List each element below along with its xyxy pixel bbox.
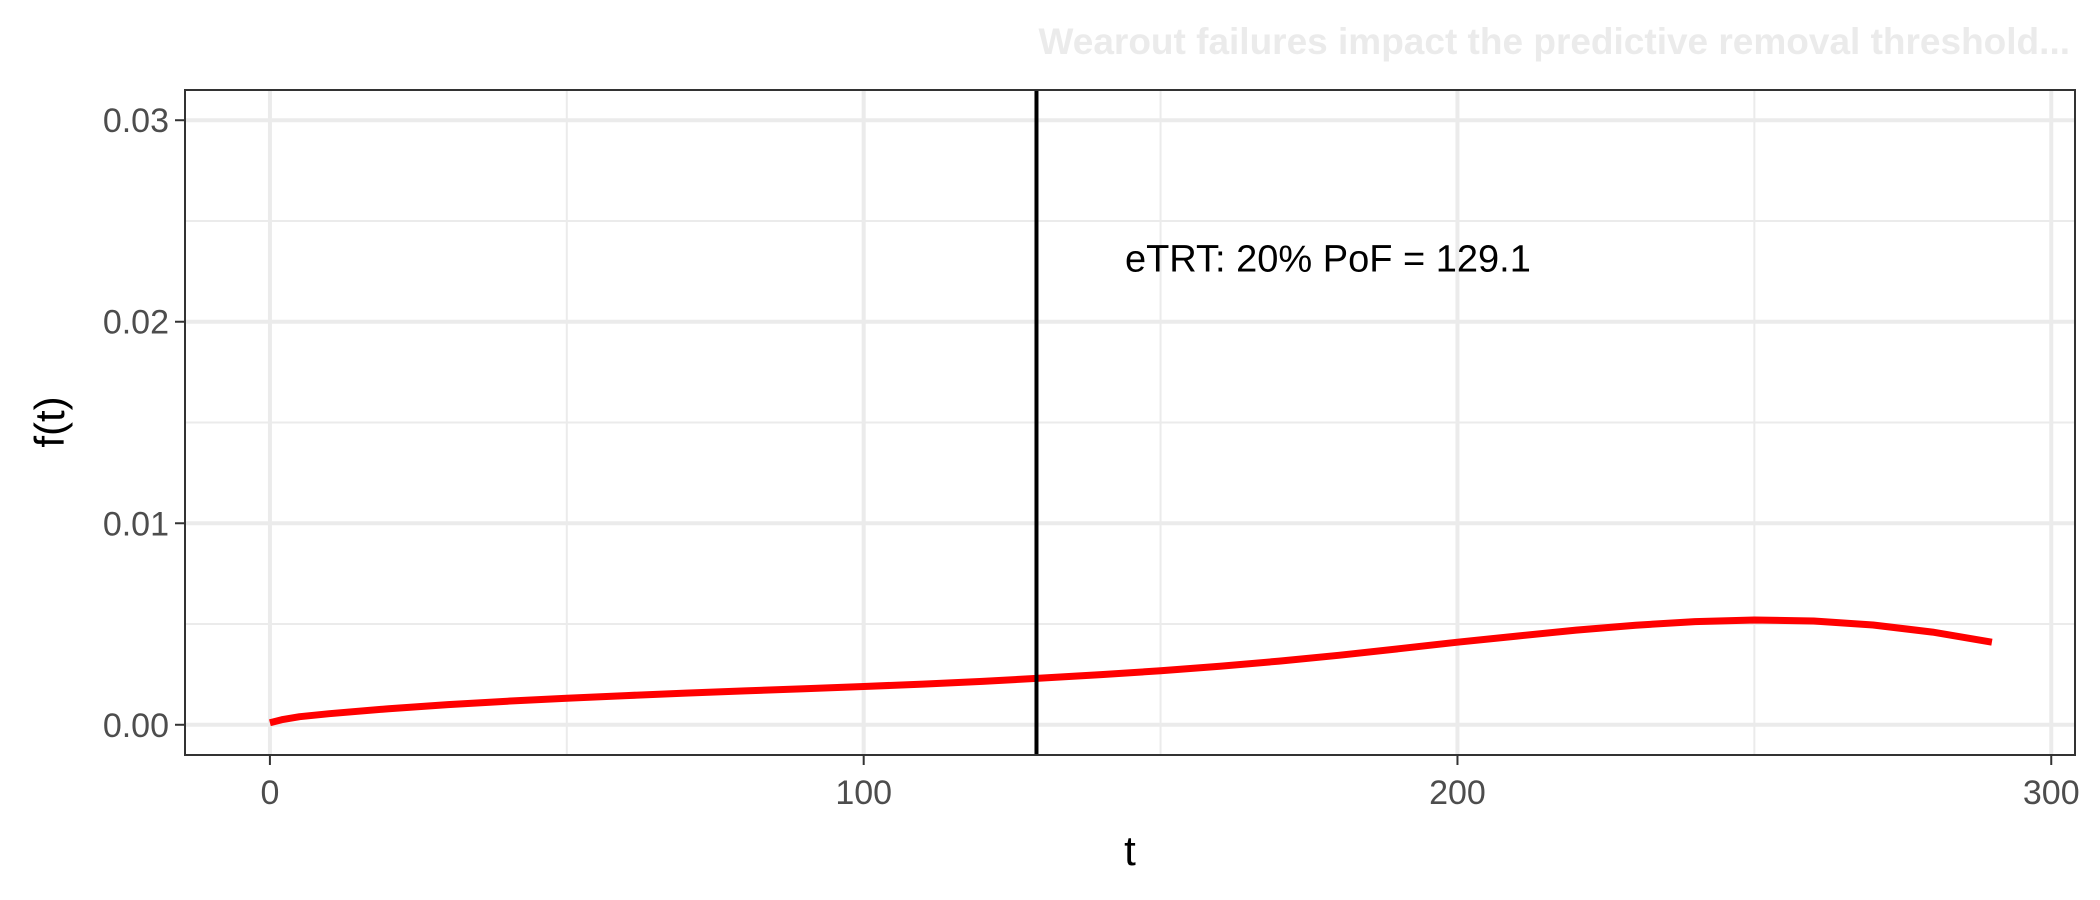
y-tick-label: 0.02 — [103, 304, 169, 342]
x-axis: 0 100 200 300 — [260, 755, 2080, 812]
x-tick-label: 0 — [260, 774, 279, 812]
panel-border — [184, 89, 2076, 756]
y-axis-title: f(t) — [26, 396, 73, 447]
y-tick-label: 0.01 — [103, 505, 169, 543]
x-axis-title: t — [1124, 827, 1136, 874]
threshold-annotation: eTRT: 20% PoF = 129.1 — [1125, 238, 1531, 280]
threshold-layer: eTRT: 20% PoF = 129.1 — [1034, 90, 1531, 755]
chart-caption: Wearout failures impact the predictive r… — [1039, 21, 2070, 62]
major-gridlines — [185, 90, 2075, 755]
y-tick-label: 0.00 — [103, 707, 169, 745]
x-tick-label: 300 — [2023, 774, 2080, 812]
y-axis: 0.00 0.01 0.02 0.03 — [103, 102, 185, 745]
minor-gridlines — [185, 90, 2075, 755]
y-tick-label: 0.03 — [103, 102, 169, 140]
x-tick-label: 200 — [1429, 774, 1486, 812]
x-tick-label: 100 — [835, 774, 892, 812]
density-curve — [269, 616, 1993, 727]
series-layer — [269, 616, 1993, 727]
